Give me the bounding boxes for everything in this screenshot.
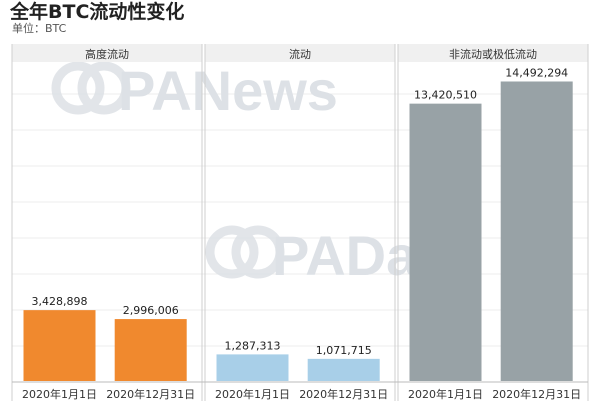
bar: [307, 358, 380, 381]
category-label: 2020年1月1日: [408, 387, 483, 401]
panews-watermark: PANews: [118, 59, 338, 122]
data-label: 1,071,715: [316, 344, 372, 357]
chart-title: 全年BTC流动性变化: [10, 1, 185, 23]
bar: [409, 103, 482, 381]
panel-header: [205, 44, 395, 62]
watermark-layer: PANews PAData: [51, 59, 468, 287]
category-label: 2020年12月31日: [106, 387, 195, 401]
panel-title: 流动: [289, 47, 311, 61]
data-label: 13,420,510: [414, 89, 477, 102]
bar: [216, 354, 289, 381]
panews-watermark-logo: [51, 61, 131, 115]
panel-title: 非流动或极低流动: [449, 47, 537, 61]
panel-1: 高度流动 3,428,898 2020年1月1日 2,996,006 2020年12月3…: [11, 44, 203, 401]
panel-3: 非流动或极低流动 13,420,510 2020年1月1日 14,492,294 202…: [397, 44, 589, 401]
panel-header: [398, 44, 588, 62]
bar: [500, 81, 573, 382]
category-label: 2020年12月31日: [492, 387, 581, 401]
panel-title: 高度流动: [85, 47, 129, 61]
bar: [114, 319, 187, 381]
unit-label: 单位：BTC: [12, 22, 67, 35]
data-label: 2,996,006: [123, 304, 179, 317]
panels: 高度流动 3,428,898 2020年1月1日 2,996,006 2020年12月3…: [11, 44, 589, 401]
data-label: 3,428,898: [32, 295, 88, 308]
category-label: 2020年1月1日: [215, 387, 290, 401]
category-label: 2020年12月31日: [299, 387, 388, 401]
padata-watermark-logo: [205, 225, 285, 279]
data-label: 1,287,313: [225, 339, 281, 352]
panel-header: [12, 44, 202, 62]
category-label: 2020年1月1日: [22, 387, 97, 401]
bar: [23, 310, 96, 381]
panel-2: 流动 1,287,313 2020年1月1日 1,071,715 2020年12月31日: [204, 44, 396, 401]
data-label: 14,492,294: [505, 66, 568, 79]
